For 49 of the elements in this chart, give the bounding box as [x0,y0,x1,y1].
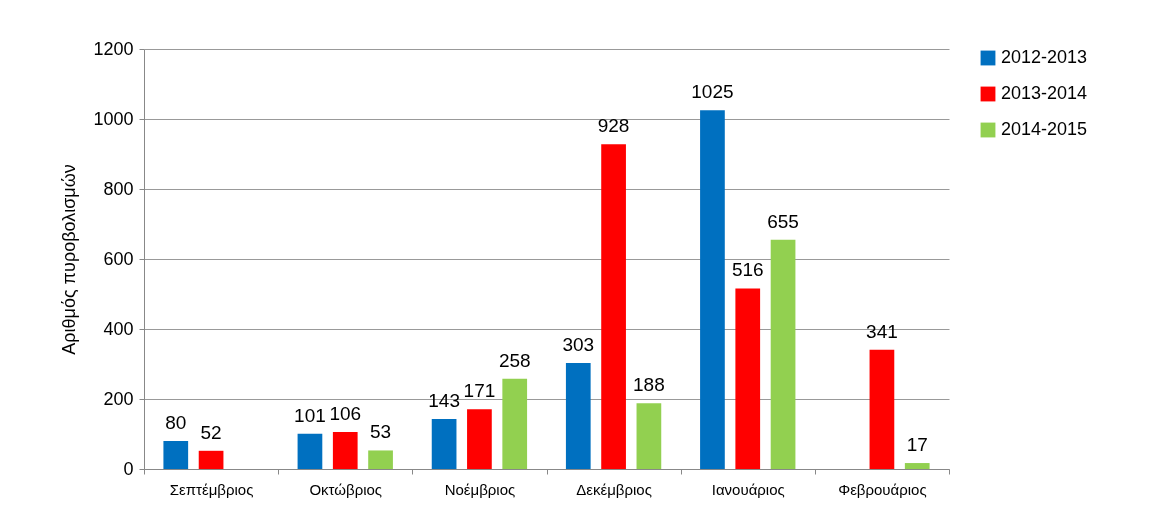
data-label: 106 [329,402,362,424]
data-label: 143 [428,389,460,411]
bar [904,463,930,469]
y-tick-label: 1000 [93,108,134,129]
data-label: 53 [369,421,392,443]
x-tick-label: Φεβρουάριος [838,480,927,498]
legend-label: 2014-2015 [1001,119,1088,139]
bar [163,441,189,469]
x-tick-label: Δεκέμβριος [576,480,652,498]
legend-label: 2013-2014 [1001,83,1088,103]
bar [601,144,626,469]
data-label: 52 [200,421,222,443]
data-label: 1025 [691,81,734,103]
bar [368,450,393,469]
data-label: 188 [633,374,665,396]
y-tick-label: 200 [103,388,134,409]
bar [735,288,761,469]
bar [297,433,323,469]
data-label: 655 [767,210,799,232]
y-tick-label: 400 [103,318,134,339]
bar [636,403,662,469]
data-label: 17 [906,434,928,456]
y-tick-label: 600 [103,248,134,269]
bar [502,378,528,469]
y-tick-label: 1200 [93,38,134,59]
data-label: 80 [165,412,187,433]
x-tick-label: Ιανουάριος [711,480,785,498]
bar [332,431,358,469]
data-label: 303 [562,333,595,355]
legend-label: 2012-2013 [1001,47,1088,67]
data-label: 928 [597,115,630,137]
data-label: 101 [294,404,326,426]
data-label: 171 [463,380,496,402]
data-label: 516 [731,259,764,281]
bar [198,450,224,469]
bar [565,362,591,469]
y-tick-label: 800 [103,178,134,199]
data-label: 341 [866,320,898,342]
bar [431,418,457,469]
y-axis-title: Αριθμός πυροβολισμών [59,164,80,355]
bar [467,409,492,469]
y-tick-label: 0 [123,458,134,479]
x-tick-label: Σεπτέμβριος [169,480,254,498]
x-tick-label: Νοέμβριος [444,480,516,498]
bar [770,239,796,469]
bar [700,110,725,469]
x-tick-label: Οκτώβριος [309,480,383,498]
data-label: 258 [498,349,531,371]
bar [869,349,895,469]
